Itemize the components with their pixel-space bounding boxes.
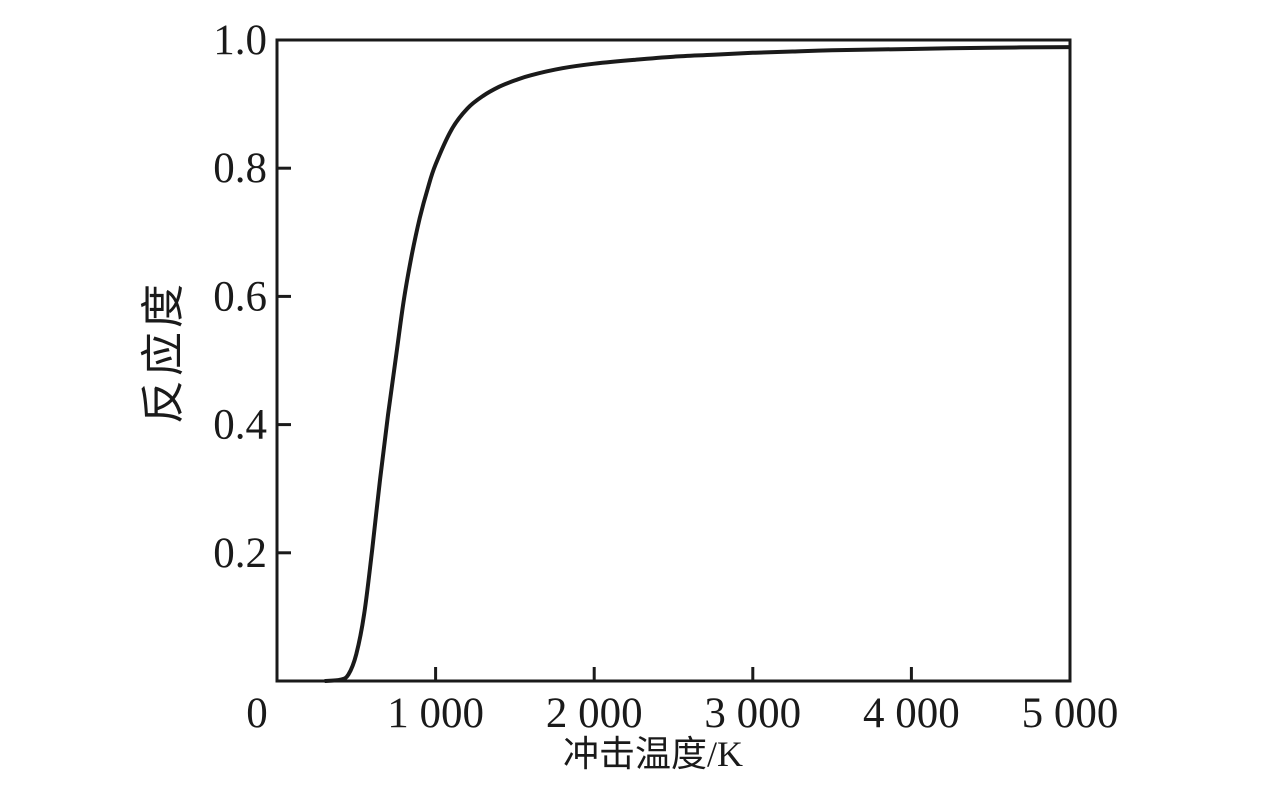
y-axis-tick-labels: 0.2 0.4 0.6 0.8 1.0 — [213, 17, 267, 577]
y-tick-label-0.4: 0.4 — [213, 402, 267, 449]
y-tick-label-0.8: 0.8 — [213, 145, 267, 192]
x-axis-ticks — [434, 667, 913, 681]
y-axis-ticks — [277, 166, 291, 555]
x-tick-label-1000: 1 000 — [387, 690, 484, 737]
y-tick-label-0.6: 0.6 — [213, 273, 267, 320]
x-tick-label-5000: 5 000 — [1022, 690, 1119, 737]
y-axis-title: 反应度 — [139, 280, 188, 424]
reaction-degree-curve — [324, 45, 1071, 683]
x-axis-title: 冲击温度/K — [563, 734, 743, 774]
x-tick-label-3000: 3 000 — [704, 690, 801, 737]
y-tick-label-1.0: 1.0 — [213, 17, 267, 64]
x-tick-label-2000: 2 000 — [546, 690, 643, 737]
x-axis-tick-labels: 0 1 000 2 000 3 000 4 000 5 000 — [246, 690, 1118, 737]
x-tick-label-4000: 4 000 — [863, 690, 960, 737]
x-tick-label-0: 0 — [246, 690, 268, 737]
plot-area-border — [275, 38, 1072, 683]
y-tick-label-0.2: 0.2 — [213, 530, 267, 577]
